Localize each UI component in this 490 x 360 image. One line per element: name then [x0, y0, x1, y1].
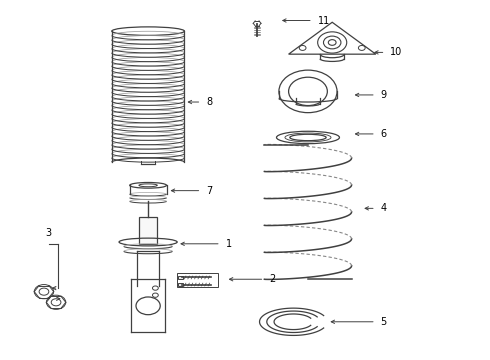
- Text: 5: 5: [381, 317, 387, 327]
- Text: 6: 6: [381, 129, 387, 139]
- Text: 3: 3: [46, 229, 52, 238]
- Text: 9: 9: [381, 90, 387, 100]
- Text: 7: 7: [206, 186, 213, 195]
- Text: 4: 4: [381, 203, 387, 213]
- Text: 2: 2: [269, 274, 275, 284]
- FancyBboxPatch shape: [139, 217, 157, 244]
- FancyBboxPatch shape: [178, 276, 183, 279]
- Text: 1: 1: [225, 239, 232, 249]
- Text: 11: 11: [318, 15, 330, 26]
- Text: 8: 8: [206, 97, 212, 107]
- FancyBboxPatch shape: [178, 283, 183, 286]
- Text: 10: 10: [391, 48, 403, 57]
